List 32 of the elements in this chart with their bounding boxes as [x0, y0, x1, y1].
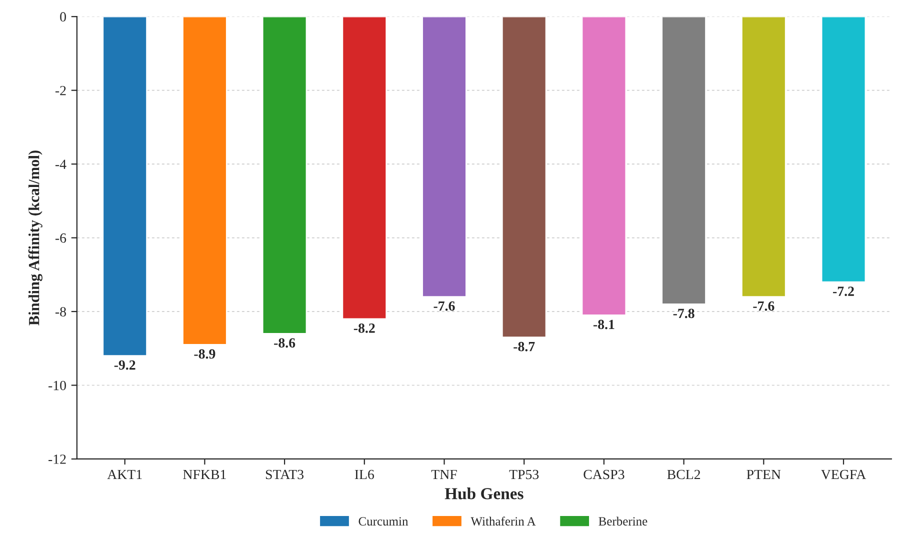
legend-label: Berberine	[598, 516, 648, 526]
y-tick-label: 0	[60, 12, 66, 22]
data-label: -8.2	[354, 323, 375, 333]
y-tick-label: -6	[55, 233, 66, 243]
x-tick-label: AKT1	[107, 470, 142, 480]
legend-label: Withaferin A	[470, 516, 536, 526]
data-label: -8.7	[514, 342, 535, 352]
legend-label: Curcumin	[358, 517, 408, 526]
data-label: -7.2	[833, 286, 854, 296]
data-label: -7.6	[753, 301, 774, 311]
x-tick-label: TNF	[431, 470, 457, 480]
x-tick-label: PTEN	[746, 470, 781, 480]
y-tick-label: -2	[55, 86, 66, 96]
y-tick-label: -8	[55, 307, 66, 316]
y-tick-label: -10	[48, 380, 66, 390]
x-tick-label: BCL2	[667, 470, 700, 480]
x-tick-label: VEGFA	[821, 470, 866, 480]
data-label: -8.1	[593, 320, 614, 330]
x-tick-label: TP53	[509, 470, 539, 480]
data-label: -8.6	[274, 338, 296, 348]
x-tick-label: IL6	[354, 470, 374, 480]
data-label: -9.2	[114, 360, 136, 370]
data-label: -8.9	[194, 349, 216, 359]
data-label: -7.8	[673, 308, 694, 318]
x-tick-label: NFKB1	[183, 470, 226, 480]
y-tick-label: -4	[55, 160, 66, 169]
x-tick-label: STAT3	[266, 470, 304, 480]
y-tick-label: -12	[48, 454, 66, 464]
y-axis-title: Binding Affinity (kcal/mol)	[28, 150, 42, 326]
x-axis-title: Hub Genes	[444, 488, 524, 500]
x-tick-label: CASP3	[584, 470, 624, 480]
data-label: -7.6	[434, 301, 455, 311]
